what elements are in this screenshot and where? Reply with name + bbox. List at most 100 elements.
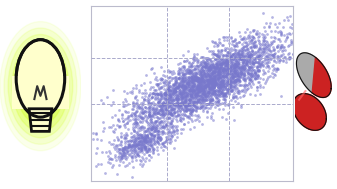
Point	[240, 62, 245, 65]
Point	[133, 94, 138, 97]
Point	[197, 78, 203, 81]
Point	[196, 91, 202, 94]
Point	[172, 94, 178, 97]
Point	[211, 89, 216, 92]
Point	[197, 64, 202, 67]
Point	[209, 78, 215, 81]
Point	[166, 85, 172, 88]
Point	[119, 154, 124, 157]
Point	[159, 143, 164, 146]
Point	[252, 75, 257, 78]
Point	[263, 29, 268, 32]
Point	[186, 61, 191, 64]
Point	[158, 119, 163, 122]
Point	[133, 101, 139, 104]
Point	[165, 68, 171, 71]
Point	[256, 69, 262, 72]
Point	[199, 79, 204, 82]
Point	[147, 92, 152, 95]
Point	[185, 82, 190, 85]
Point	[247, 58, 252, 61]
Point	[166, 111, 171, 114]
Point	[215, 60, 220, 63]
Point	[175, 98, 180, 101]
Point	[237, 90, 242, 93]
Point	[229, 64, 235, 67]
Point	[281, 58, 286, 61]
Point	[261, 51, 266, 54]
Point	[154, 122, 159, 125]
Point	[215, 42, 220, 45]
Point	[164, 137, 170, 140]
Point	[133, 121, 139, 124]
Point	[180, 113, 185, 116]
Point	[105, 160, 111, 163]
Point	[169, 99, 175, 102]
Point	[234, 67, 239, 70]
Point	[122, 109, 128, 112]
Point	[146, 148, 152, 151]
Point	[161, 145, 166, 148]
Point	[228, 36, 234, 39]
Point	[161, 103, 166, 106]
Point	[232, 65, 237, 68]
Point	[141, 140, 147, 143]
Point	[213, 63, 219, 66]
Point	[183, 95, 189, 98]
Point	[189, 85, 195, 88]
Point	[201, 88, 206, 91]
Point	[247, 50, 252, 53]
Point	[267, 74, 273, 77]
Point	[236, 62, 241, 65]
Point	[126, 140, 131, 143]
Point	[174, 85, 179, 88]
Point	[234, 72, 239, 75]
Point	[228, 71, 233, 74]
Point	[281, 48, 286, 51]
Point	[136, 141, 142, 144]
Point	[237, 67, 243, 70]
Point	[224, 36, 229, 39]
Point	[178, 81, 183, 84]
Point	[159, 145, 164, 148]
Point	[134, 101, 140, 104]
Point	[126, 144, 131, 147]
Point	[184, 94, 189, 97]
Point	[211, 80, 216, 83]
Point	[134, 115, 140, 118]
Point	[195, 64, 200, 67]
Point	[183, 110, 189, 113]
Point	[285, 36, 290, 39]
Point	[172, 98, 177, 101]
Point	[229, 73, 235, 76]
Point	[156, 93, 161, 96]
Point	[175, 124, 180, 127]
Point	[233, 79, 238, 82]
Point	[190, 108, 195, 111]
Point	[223, 64, 228, 67]
Point	[196, 85, 202, 88]
Point	[216, 54, 221, 57]
Point	[188, 96, 194, 99]
Point	[249, 73, 255, 76]
Point	[211, 86, 216, 89]
Point	[207, 50, 212, 53]
Point	[172, 79, 177, 82]
Point	[240, 61, 245, 64]
Point	[136, 105, 142, 108]
Point	[224, 90, 230, 93]
Point	[166, 94, 172, 97]
Point	[197, 107, 203, 110]
Point	[216, 82, 221, 85]
Point	[225, 83, 231, 86]
Point	[254, 73, 259, 76]
Point	[217, 85, 222, 88]
Point	[154, 93, 160, 96]
Point	[133, 142, 139, 145]
Point	[297, 37, 302, 40]
Point	[120, 149, 125, 152]
Point	[224, 65, 229, 68]
Point	[222, 81, 227, 84]
Point	[184, 92, 190, 95]
Point	[209, 89, 214, 92]
